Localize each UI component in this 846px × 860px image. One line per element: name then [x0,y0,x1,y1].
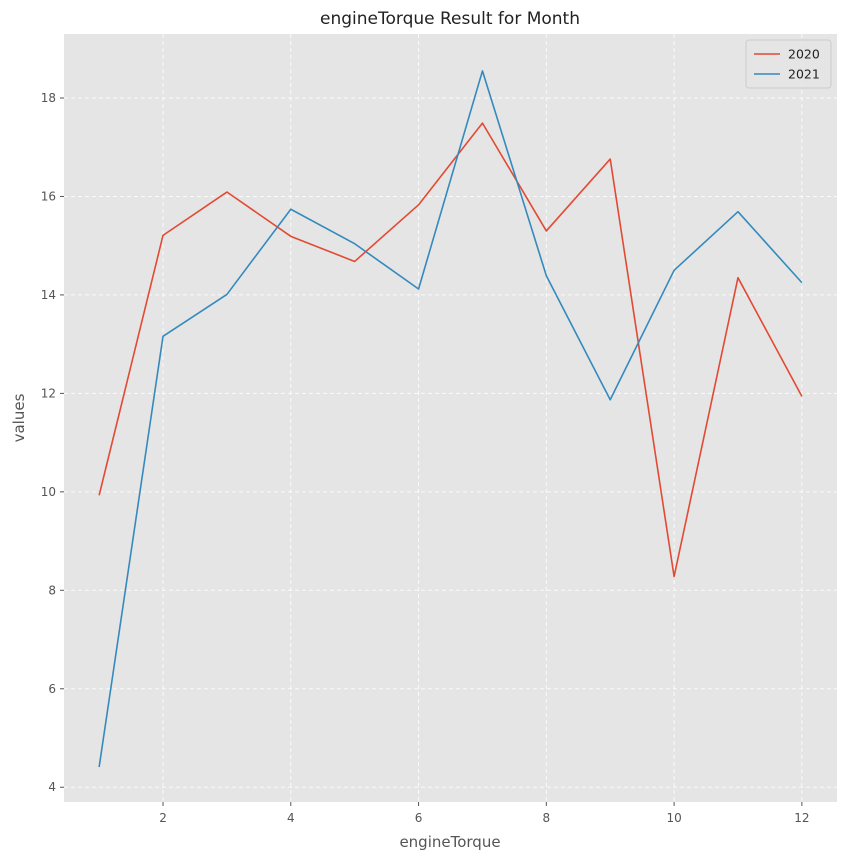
series-line-2021 [98,70,803,768]
y-tick-label: 16 [41,189,56,203]
y-tick-label: 6 [48,682,56,696]
x-axis-label: engineTorque [399,833,500,851]
y-tick-label: 10 [41,485,56,499]
y-tick-label: 8 [48,583,56,597]
x-tick-label: 2 [159,811,167,825]
y-axis-label: values [10,393,28,442]
x-tick-label: 8 [543,811,551,825]
x-tick-label: 4 [287,811,295,825]
y-axis-ticks: 4 6 8 10 12 14 16 18 [41,91,64,794]
y-tick-label: 4 [48,780,56,794]
legend: 2020 2021 [745,39,832,89]
x-axis-ticks: 2 4 6 8 10 12 [159,802,810,825]
series-line-2020 [98,122,803,578]
y-tick-label: 14 [41,288,56,302]
x-tick-label: 12 [794,811,809,825]
legend-label-2020: 2020 [788,47,820,62]
x-tick-label: 6 [415,811,423,825]
legend-label-2021: 2021 [788,67,820,82]
y-tick-label: 12 [41,386,56,400]
y-tick-label: 18 [41,91,56,105]
plot-area [64,34,837,802]
chart-title: engineTorque Result for Month [320,9,580,29]
legend-box [745,39,832,89]
series-lines [98,70,803,768]
grid-lines [64,34,837,802]
x-tick-label: 10 [666,811,681,825]
